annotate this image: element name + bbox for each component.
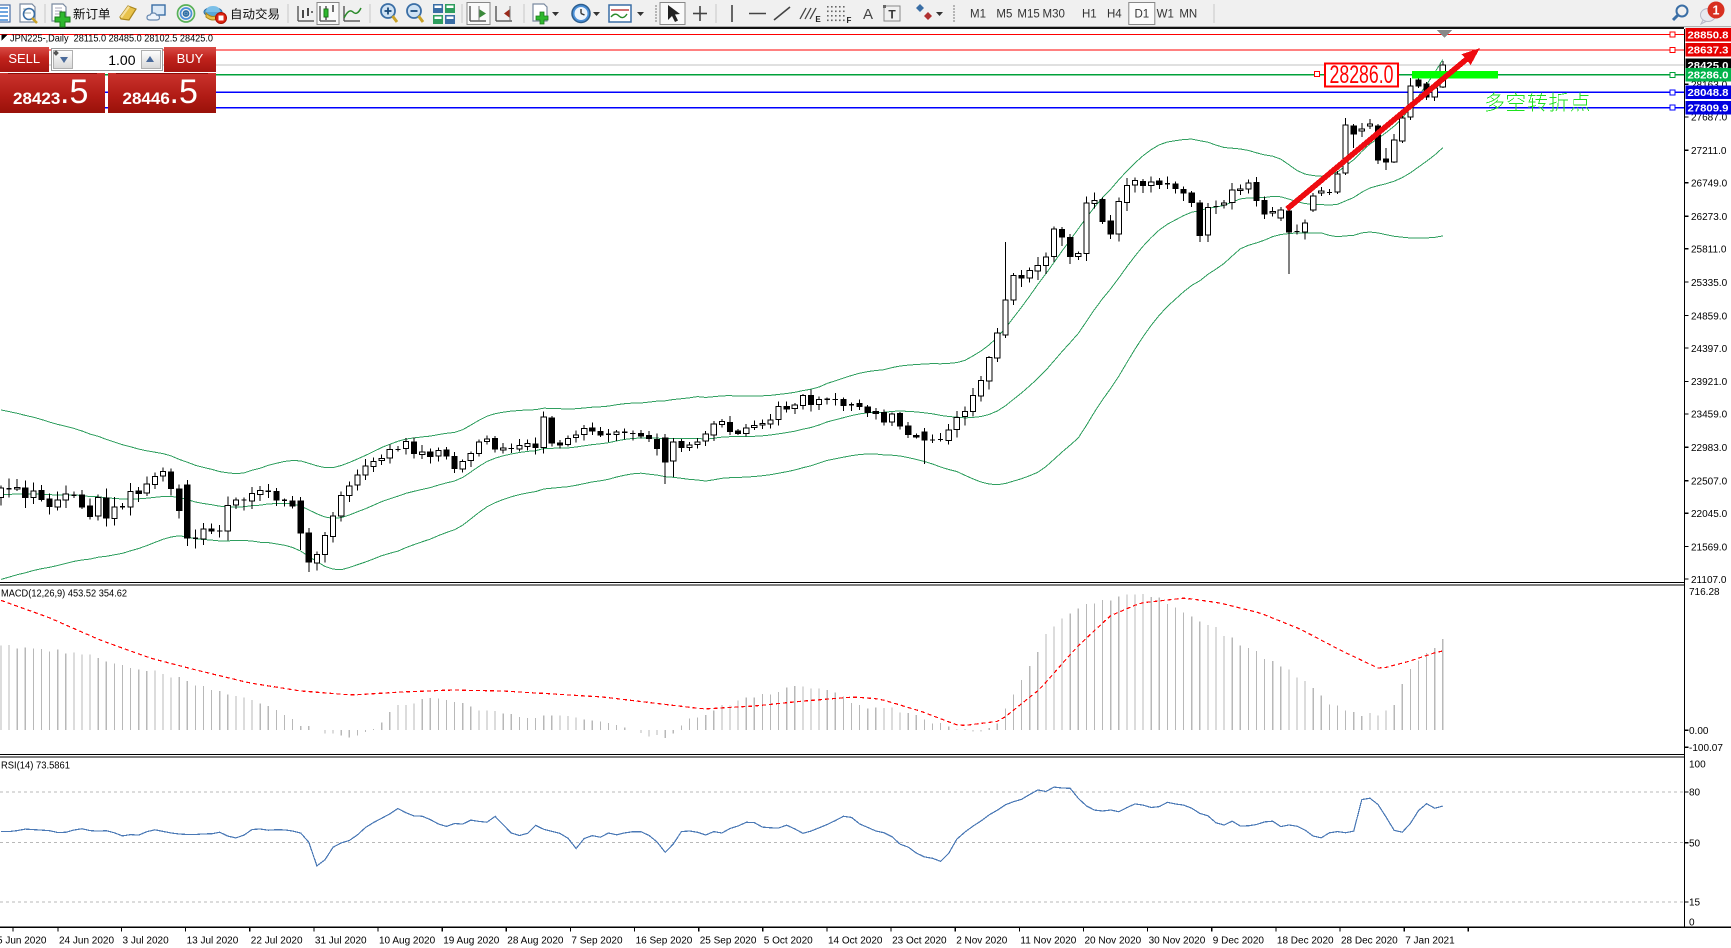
- svg-text:80: 80: [1689, 788, 1701, 799]
- svg-text:MACD(12,26,9) 453.52 354.62: MACD(12,26,9) 453.52 354.62: [1, 589, 127, 600]
- svg-text:T: T: [888, 8, 896, 22]
- svg-text:16 Sep 2020: 16 Sep 2020: [636, 936, 693, 947]
- svg-text:A: A: [863, 6, 873, 23]
- svg-text:5 Oct 2020: 5 Oct 2020: [764, 936, 813, 947]
- svg-text:14 Oct 2020: 14 Oct 2020: [828, 936, 883, 947]
- svg-text:9 Dec 2020: 9 Dec 2020: [1213, 936, 1265, 947]
- svg-text:22045.0: 22045.0: [1691, 509, 1728, 520]
- svg-text:28163.0: 28163.0: [1691, 80, 1728, 91]
- svg-text:M1: M1: [970, 9, 986, 21]
- svg-text:H1: H1: [1082, 9, 1097, 21]
- svg-text:F: F: [847, 16, 852, 25]
- svg-text:10 Aug 2020: 10 Aug 2020: [379, 936, 436, 947]
- svg-text:0: 0: [1689, 917, 1695, 928]
- svg-text:25335.0: 25335.0: [1691, 278, 1728, 289]
- svg-text:26273.0: 26273.0: [1691, 212, 1728, 223]
- svg-text:30 Nov 2020: 30 Nov 2020: [1149, 936, 1206, 947]
- svg-text:25 Sep 2020: 25 Sep 2020: [700, 936, 757, 947]
- svg-text:28850.8: 28850.8: [1688, 30, 1729, 42]
- svg-text:13 Jul 2020: 13 Jul 2020: [187, 936, 239, 947]
- svg-text:23 Oct 2020: 23 Oct 2020: [892, 936, 947, 947]
- svg-text:27211.0: 27211.0: [1691, 146, 1727, 157]
- svg-text:25811.0: 25811.0: [1691, 245, 1727, 256]
- svg-text:28637.3: 28637.3: [1688, 45, 1729, 57]
- svg-text:H4: H4: [1107, 9, 1122, 21]
- svg-text:24 Jun 2020: 24 Jun 2020: [59, 936, 114, 947]
- svg-text:716.28: 716.28: [1689, 587, 1720, 598]
- svg-text:27809.9: 27809.9: [1688, 102, 1729, 114]
- svg-text:50: 50: [1689, 838, 1701, 849]
- svg-text:3 Jul 2020: 3 Jul 2020: [123, 936, 170, 947]
- svg-text:W1: W1: [1157, 9, 1174, 21]
- svg-text:24859.0: 24859.0: [1691, 311, 1728, 322]
- svg-text:M30: M30: [1043, 9, 1065, 21]
- svg-text:E: E: [815, 15, 821, 24]
- svg-text:22 Jul 2020: 22 Jul 2020: [251, 936, 303, 947]
- svg-text:22983.0: 22983.0: [1691, 443, 1728, 454]
- svg-text:28 Aug 2020: 28 Aug 2020: [507, 936, 564, 947]
- svg-text:0.00: 0.00: [1689, 726, 1709, 737]
- svg-text:22507.0: 22507.0: [1691, 477, 1728, 488]
- svg-text:RSI(14) 73.5861: RSI(14) 73.5861: [1, 761, 70, 772]
- svg-text:7 Jan 2021: 7 Jan 2021: [1405, 936, 1455, 947]
- svg-text:11 Nov 2020: 11 Nov 2020: [1020, 936, 1076, 947]
- svg-text:D1: D1: [1134, 9, 1149, 21]
- svg-text:28 Dec 2020: 28 Dec 2020: [1341, 936, 1398, 947]
- svg-text:5 Jun 2020: 5 Jun 2020: [0, 936, 47, 947]
- svg-text:-100.07: -100.07: [1689, 743, 1723, 754]
- svg-text:2 Nov 2020: 2 Nov 2020: [956, 936, 1008, 947]
- svg-text:100: 100: [1689, 759, 1706, 770]
- svg-text:19 Aug 2020: 19 Aug 2020: [443, 936, 500, 947]
- svg-text:27687.0: 27687.0: [1691, 113, 1728, 124]
- svg-text:24397.0: 24397.0: [1691, 344, 1728, 355]
- svg-text:JPN225-,Daily 28115.0 28485.0: JPN225-,Daily 28115.0 28485.0 28102.5 28…: [10, 33, 213, 45]
- svg-text:21107.0: 21107.0: [1691, 575, 1727, 586]
- svg-text:M15: M15: [1017, 9, 1039, 21]
- svg-text:23459.0: 23459.0: [1691, 410, 1728, 421]
- svg-text:18 Dec 2020: 18 Dec 2020: [1277, 936, 1334, 947]
- svg-text:1: 1: [1713, 4, 1720, 18]
- svg-text:7 Sep 2020: 7 Sep 2020: [571, 936, 623, 947]
- svg-text:MN: MN: [1179, 9, 1197, 21]
- svg-text:28286.0: 28286.0: [1688, 70, 1729, 82]
- svg-text:28048.8: 28048.8: [1688, 87, 1729, 99]
- svg-text:28286.0: 28286.0: [1330, 61, 1394, 89]
- svg-text:23921.0: 23921.0: [1691, 377, 1728, 388]
- svg-text:26749.0: 26749.0: [1691, 179, 1728, 190]
- svg-text:M5: M5: [996, 9, 1012, 21]
- svg-text:21569.0: 21569.0: [1691, 542, 1728, 553]
- svg-text:31 Jul 2020: 31 Jul 2020: [315, 936, 367, 947]
- svg-text:15: 15: [1689, 898, 1701, 909]
- svg-text:20 Nov 2020: 20 Nov 2020: [1085, 936, 1142, 947]
